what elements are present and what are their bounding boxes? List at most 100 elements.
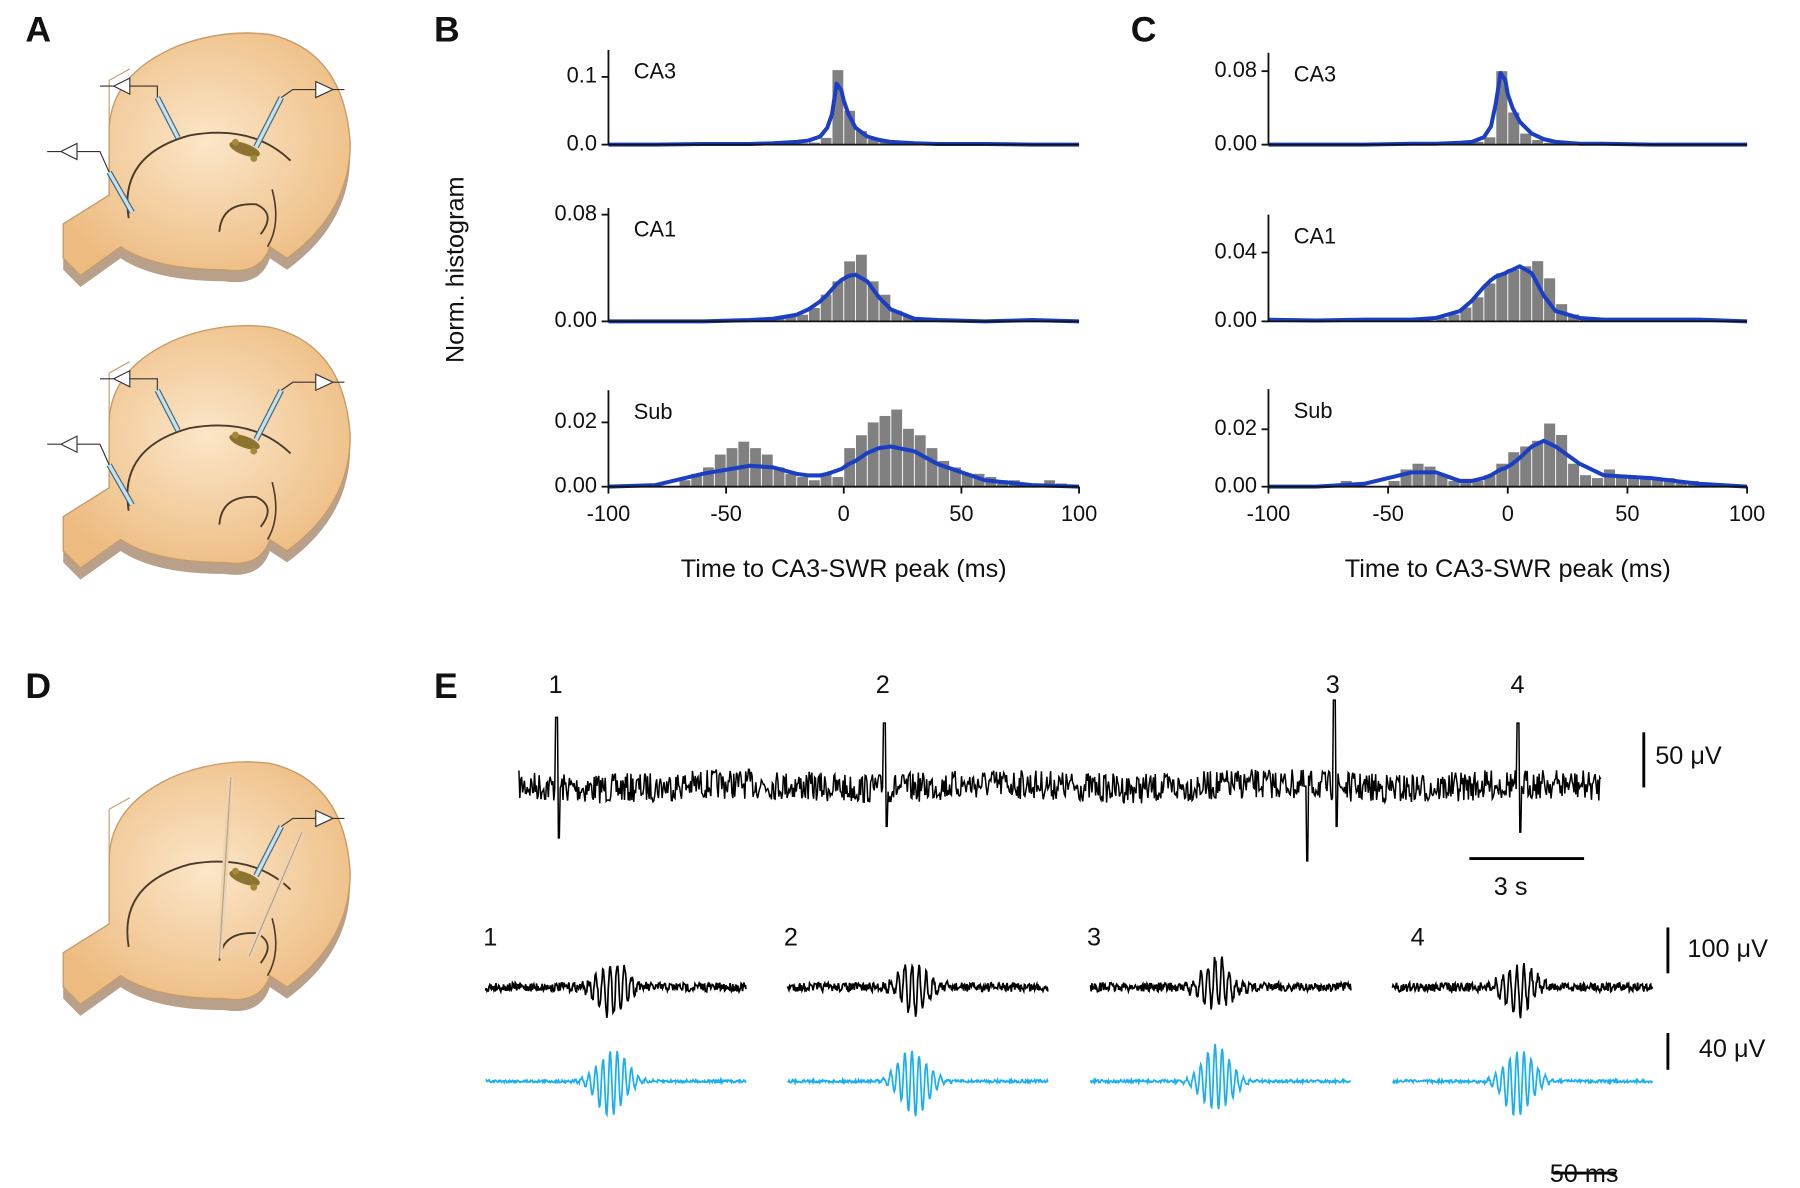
schematic-a-top bbox=[47, 32, 352, 288]
histogram-bar bbox=[1388, 480, 1400, 487]
histogram-bar bbox=[844, 261, 856, 322]
histogram-bar bbox=[1556, 435, 1568, 487]
x-tick-label: 0 bbox=[838, 501, 850, 526]
histogram-bar bbox=[679, 480, 691, 487]
scale-label: 50 ms bbox=[1550, 1160, 1619, 1188]
histogram-bar bbox=[1544, 423, 1556, 487]
histogram-bar bbox=[1532, 261, 1544, 322]
histogram-bar bbox=[1412, 463, 1424, 487]
scale-label: 40 μV bbox=[1699, 1035, 1766, 1063]
histogram-bar bbox=[1496, 273, 1508, 322]
histogram-bar bbox=[1532, 140, 1544, 145]
subplot-title: CA3 bbox=[1294, 62, 1336, 87]
histogram-bar bbox=[1044, 480, 1056, 487]
event-label: 2 bbox=[876, 671, 890, 699]
histogram-bar bbox=[1508, 452, 1520, 487]
filtered-sweep bbox=[485, 1050, 747, 1118]
histogram-bar bbox=[1651, 478, 1663, 487]
axis bbox=[607, 390, 1080, 488]
x-tick-label: 0 bbox=[1502, 501, 1514, 526]
panel-letter: E bbox=[434, 666, 458, 706]
raw-sweep bbox=[1089, 956, 1352, 1010]
x-tick-label: 50 bbox=[949, 501, 973, 526]
event-label: 4 bbox=[1411, 924, 1425, 952]
histogram-bar bbox=[1400, 469, 1412, 487]
x-axis-label: Time to CA3-SWR peak (ms) bbox=[1345, 555, 1671, 583]
y-tick-label: 0.0 bbox=[567, 130, 597, 155]
histogram-bar bbox=[926, 448, 938, 487]
raw-sweep bbox=[484, 964, 747, 1018]
schematic-d bbox=[62, 760, 352, 1017]
event-label: 1 bbox=[549, 671, 563, 699]
histogram-bar bbox=[773, 467, 785, 487]
y-tick-label: 0.00 bbox=[555, 472, 597, 497]
x-tick-label: 100 bbox=[1061, 501, 1097, 526]
histogram-bar bbox=[891, 310, 903, 322]
y-tick-label: 0.1 bbox=[567, 63, 597, 88]
histogram-bar bbox=[903, 428, 914, 487]
histogram-bar bbox=[950, 467, 961, 487]
histogram-bar bbox=[1472, 141, 1484, 145]
histogram-bar bbox=[844, 110, 856, 145]
histogram-bar bbox=[1544, 278, 1556, 322]
fit-curve bbox=[1268, 438, 1748, 489]
histogram-bar bbox=[808, 308, 820, 322]
histogram-bar bbox=[1436, 317, 1448, 322]
x-tick-label: 50 bbox=[1615, 501, 1639, 526]
histogram-bar bbox=[738, 441, 750, 487]
histogram-bar bbox=[1639, 478, 1651, 487]
histogram-bar bbox=[1484, 283, 1496, 322]
histogram-bar bbox=[797, 477, 809, 487]
histogram-bar bbox=[1520, 133, 1532, 145]
x-axis-label: Time to CA3-SWR peak (ms) bbox=[681, 555, 1007, 583]
histogram-bar bbox=[867, 139, 879, 145]
scale-label: 3 s bbox=[1494, 873, 1528, 901]
fit-curve bbox=[608, 272, 1080, 324]
event-label: 1 bbox=[483, 924, 497, 952]
subplot-title: Sub bbox=[1294, 398, 1333, 423]
histogram-bar bbox=[855, 131, 867, 145]
y-tick-label: 0.00 bbox=[1215, 472, 1257, 497]
histogram-bar bbox=[879, 415, 891, 487]
scale-label: 100 μV bbox=[1687, 935, 1768, 963]
histogram-bar bbox=[1508, 269, 1520, 322]
histogram-bar bbox=[1568, 463, 1580, 487]
x-tick-label: -100 bbox=[587, 501, 631, 526]
axis bbox=[1267, 389, 1748, 488]
histogram-bar bbox=[1460, 480, 1472, 487]
x-tick-label: -50 bbox=[710, 501, 742, 526]
y-tick-label: 0.08 bbox=[555, 200, 597, 225]
histogram-bar bbox=[1520, 266, 1532, 322]
fit-curve bbox=[1268, 70, 1748, 147]
histogram-bar bbox=[703, 467, 714, 487]
axis bbox=[1267, 214, 1748, 323]
histogram-bar bbox=[1508, 112, 1520, 145]
histogram-bar bbox=[1627, 478, 1639, 487]
histogram-bar bbox=[820, 294, 832, 322]
axis bbox=[607, 207, 1080, 323]
fit-curve bbox=[1268, 264, 1748, 324]
filtered-sweep bbox=[787, 1050, 1049, 1117]
filtered-sweep bbox=[1089, 1043, 1352, 1110]
histogram-bar bbox=[785, 316, 797, 322]
x-tick-label: 100 bbox=[1729, 501, 1765, 526]
histogram-bar bbox=[844, 448, 856, 487]
schematic-a-bottom bbox=[47, 324, 352, 581]
y-tick-label: 0.08 bbox=[1215, 57, 1257, 82]
event-label: 4 bbox=[1511, 671, 1525, 699]
y-tick-label: 0.00 bbox=[555, 307, 597, 332]
histogram-bar bbox=[797, 314, 809, 322]
histogram-bar bbox=[691, 473, 703, 487]
histogram-bar bbox=[1472, 297, 1484, 322]
histogram-bar bbox=[1591, 478, 1604, 487]
histogram-bar bbox=[855, 435, 867, 487]
x-tick-label: -100 bbox=[1247, 501, 1291, 526]
histogram-bar bbox=[808, 142, 820, 145]
histogram-bar bbox=[867, 422, 879, 487]
y-axis-label: Norm. histogram bbox=[442, 176, 470, 363]
scale-label: 50 μV bbox=[1655, 742, 1722, 770]
histogram-bar bbox=[879, 294, 891, 322]
subplot-title: Sub bbox=[634, 399, 673, 424]
panel-letter: D bbox=[25, 666, 51, 706]
